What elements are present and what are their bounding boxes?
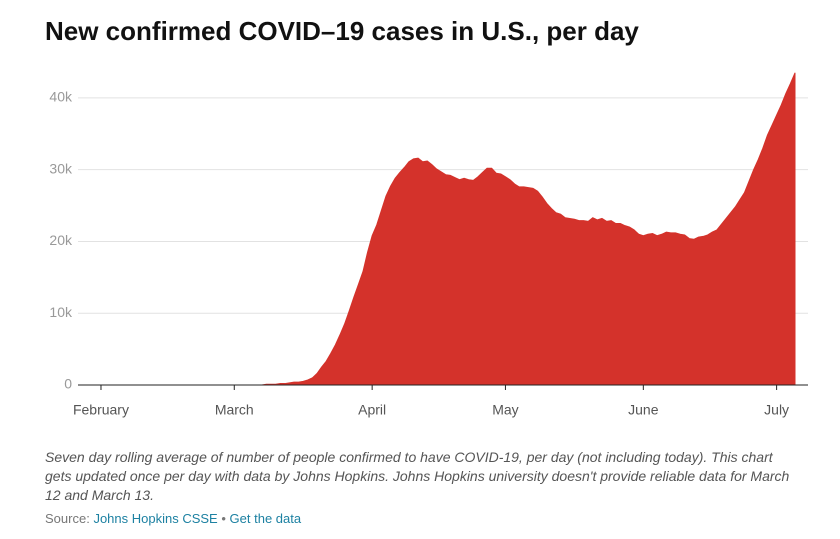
x-tick-label: June (628, 402, 659, 418)
x-tick-label: February (73, 402, 129, 418)
data-link[interactable]: Get the data (229, 511, 302, 526)
separator: • (221, 511, 226, 526)
y-tick-label: 40k (49, 89, 73, 105)
chart: New confirmed COVID–19 cases in U.S., pe… (45, 16, 808, 418)
x-tick-label: May (492, 402, 518, 418)
area (78, 72, 796, 386)
x-tick-label: April (358, 402, 386, 418)
y-tick-label: 30k (49, 160, 73, 176)
source-link[interactable]: Johns Hopkins CSSE (93, 511, 218, 526)
x-tick-label: March (215, 402, 254, 418)
chart-title: New confirmed COVID–19 cases in U.S., pe… (45, 16, 639, 46)
x-tick-label: July (764, 402, 789, 418)
y-tick-label: 10k (49, 304, 73, 320)
notes: Seven day rolling average of number of p… (45, 449, 790, 503)
y-tick-label: 0 (64, 376, 72, 392)
source: Source: Johns Hopkins CSSE • Get the dat… (45, 511, 301, 526)
y-tick-label: 20k (49, 232, 73, 248)
source-label: Source: (45, 511, 90, 526)
